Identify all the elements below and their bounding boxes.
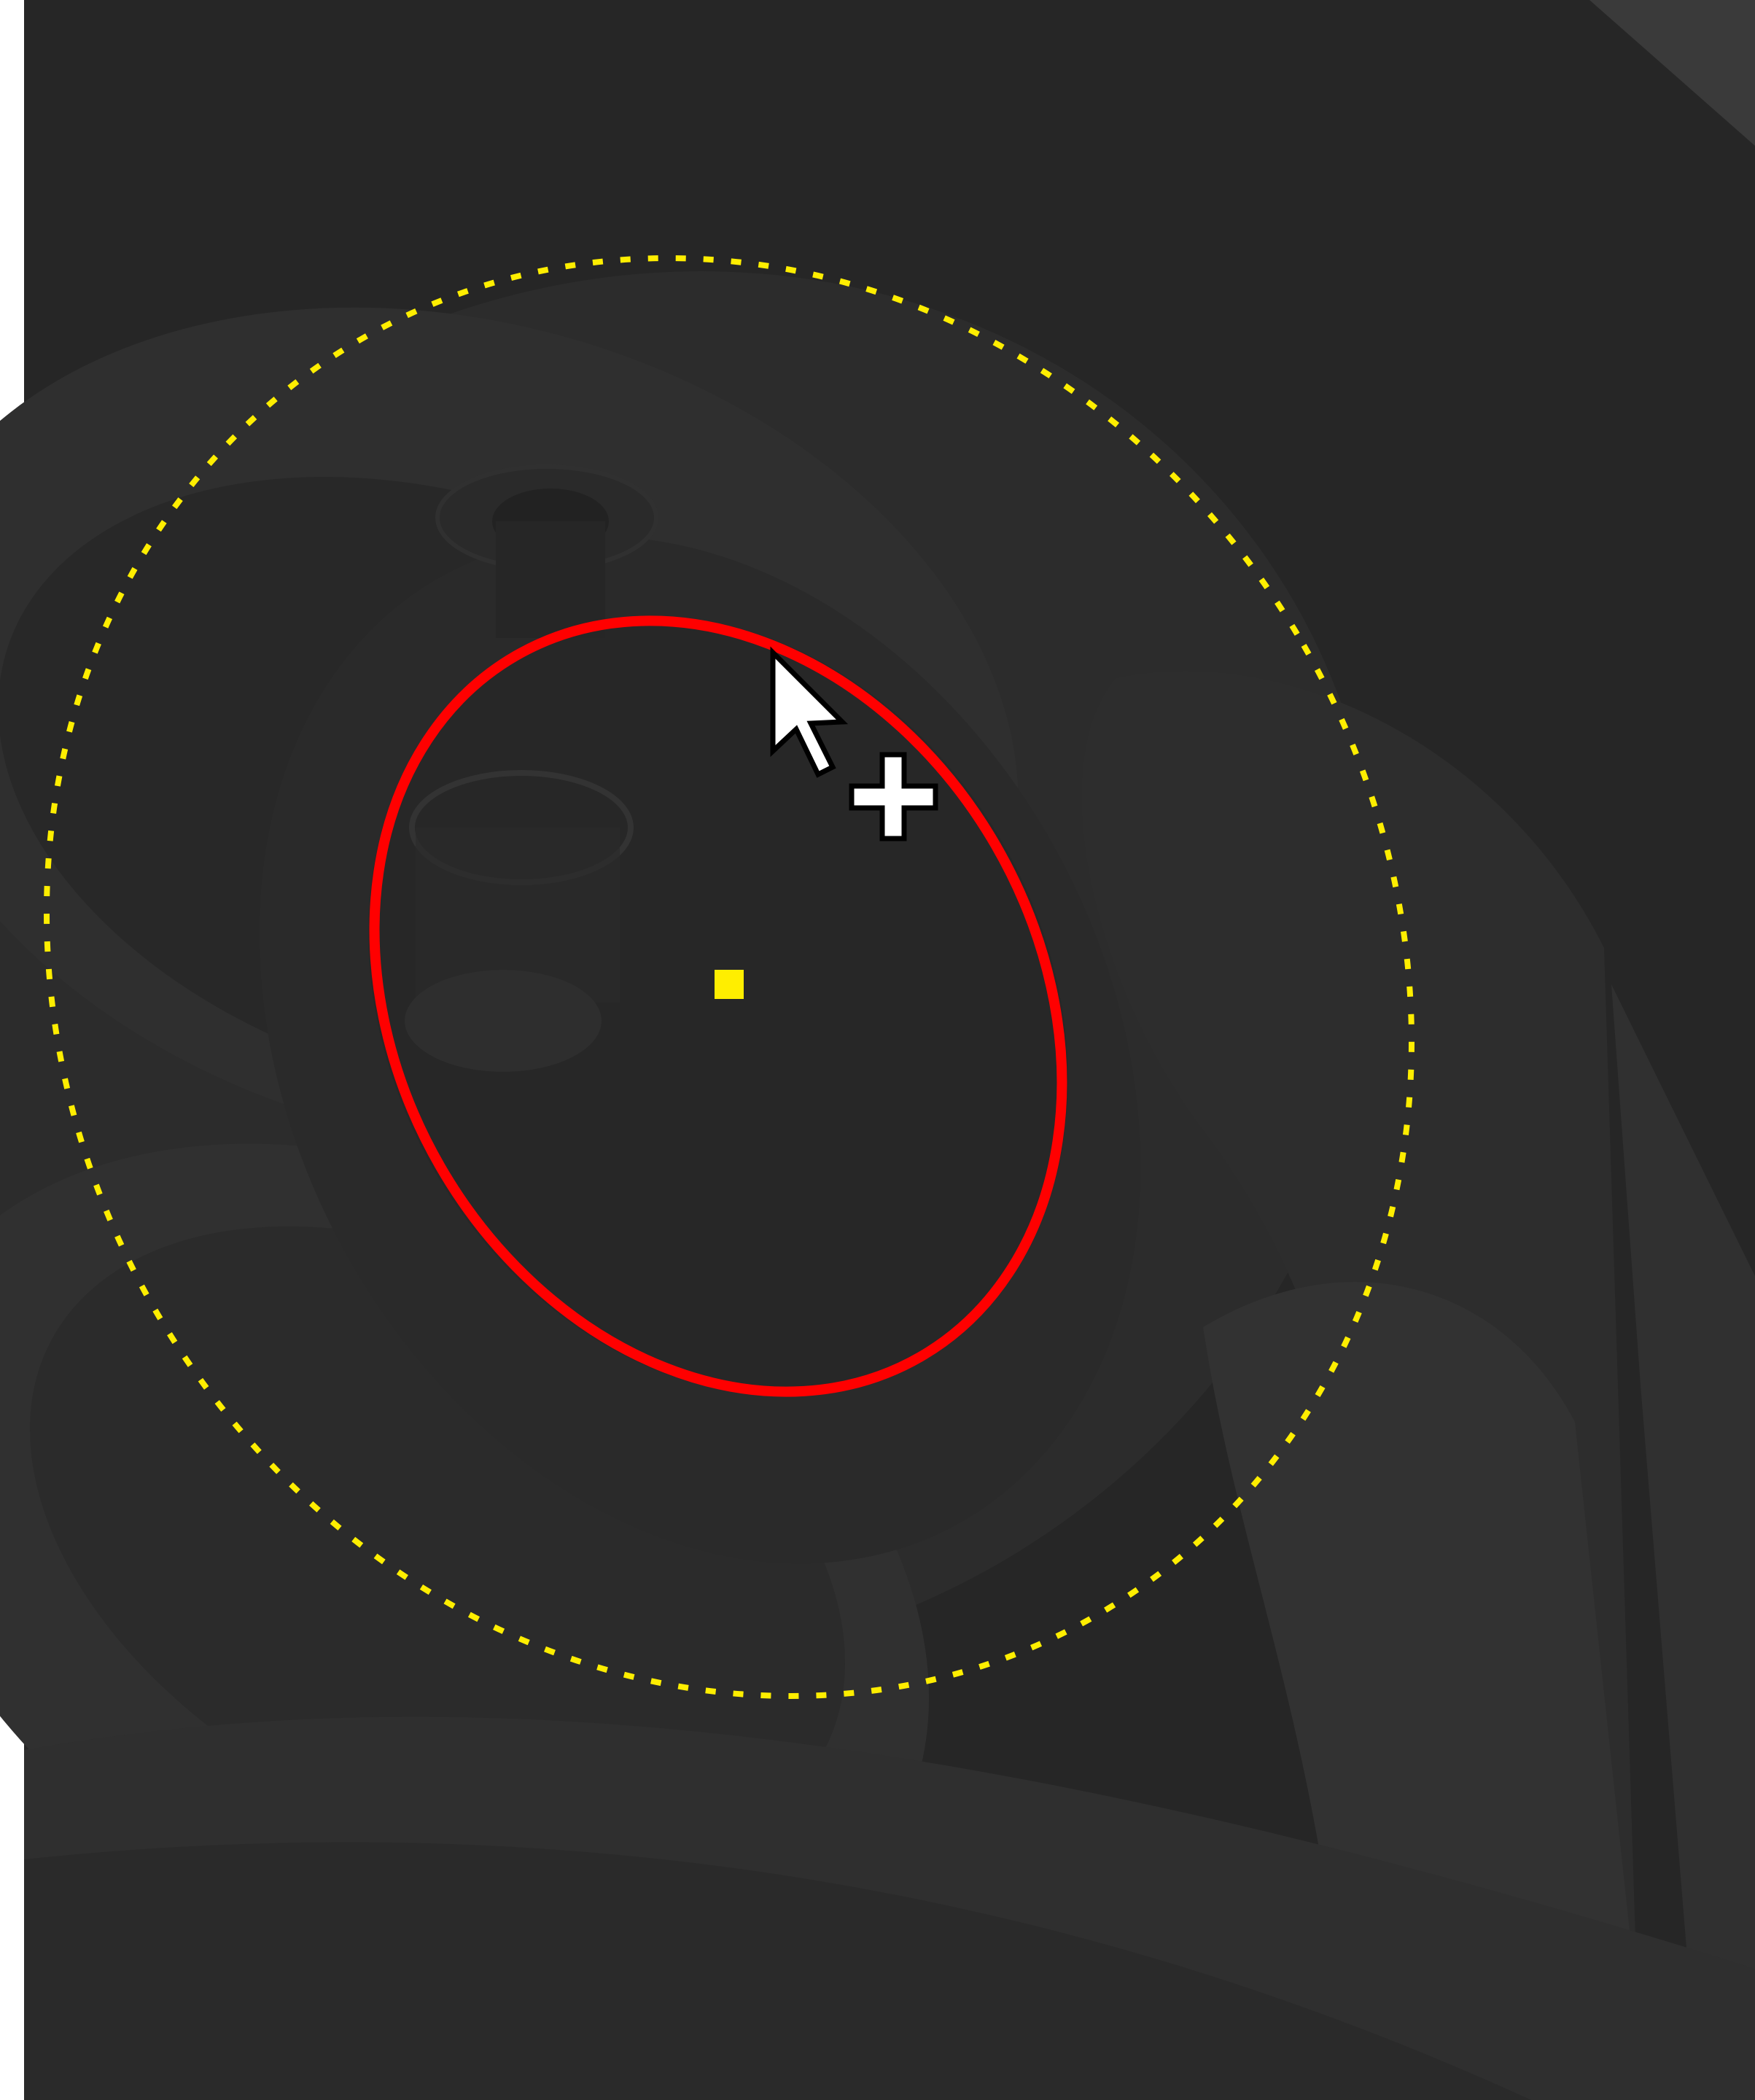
mesh-lower-bolt-ring: [405, 970, 602, 1072]
arrow-pointer-icon: [770, 646, 849, 778]
brush-radius-ring: [369, 615, 1067, 1397]
mesh-right-band: [1611, 984, 1755, 2100]
brush-center-marker: [715, 970, 744, 999]
mesh-face-top-right: [1589, 0, 1755, 146]
mesh-bottom-band-dark: [24, 1842, 1531, 2100]
mesh-upper-bolt-shaft: [496, 521, 605, 638]
brush-falloff-ring: [43, 255, 1415, 1699]
mesh-lower-right-lobe: [1203, 1282, 1648, 2100]
plus-crosshair-icon: [849, 752, 938, 841]
